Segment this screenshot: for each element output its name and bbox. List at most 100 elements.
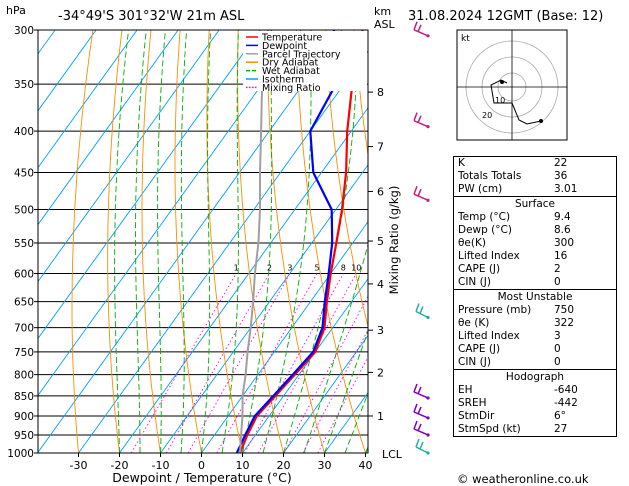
- row-label: SREH: [458, 397, 487, 409]
- credit: © weatheronline.co.uk: [457, 472, 589, 486]
- row-label: Dewp (°C): [458, 224, 512, 236]
- pressure-tick-label: 500: [14, 204, 34, 216]
- dry-adiabat: [324, 30, 368, 328]
- wind-barb: [413, 428, 429, 436]
- wind-barb-flag: [413, 420, 418, 430]
- wind-barb-flag: [419, 441, 424, 450]
- isotherm: [242, 277, 368, 453]
- row-value: 3: [554, 330, 561, 342]
- row-label: θe(K): [458, 237, 486, 249]
- indices-panel: K 22 Totals Totals 36 PW (cm) 3.01 Surface Te…: [453, 156, 617, 437]
- wet-adiabat: [344, 392, 368, 453]
- pressure-tick-label: 850: [14, 391, 34, 403]
- wind-barb: [415, 446, 429, 454]
- wind-barb-flag: [417, 423, 422, 432]
- row-label: PW (cm): [458, 183, 503, 195]
- pressure-tick-label: 400: [14, 126, 34, 138]
- row-value: 0: [554, 343, 561, 355]
- table-row: Lifted Index 3: [454, 330, 616, 343]
- table-row: SREH -442: [454, 397, 616, 410]
- unstable-section: Most Unstable Pressure (mb) 750 θe (K) 322 L…: [454, 289, 616, 369]
- pressure-tick-label: 650: [14, 297, 34, 309]
- series-dewpoint: [235, 30, 337, 453]
- isotherm: [38, 30, 343, 453]
- pressure-tick-label: 1000: [7, 448, 34, 460]
- row-value: 3.01: [554, 183, 578, 195]
- km-tick-label: 6: [377, 185, 384, 198]
- table-row: Temp (°C) 9.4: [454, 211, 616, 224]
- table-row: PW (cm) 3.01: [454, 183, 616, 196]
- wind-barb-dot: [426, 396, 430, 400]
- lcl-label: LCL: [382, 448, 403, 461]
- row-label: CAPE (J): [458, 343, 501, 355]
- isotherm: [283, 334, 368, 453]
- wind-barb-flag: [413, 185, 418, 195]
- row-value: 9.4: [554, 211, 571, 223]
- asl-label: ASL: [374, 18, 396, 31]
- wind-barb-flag: [417, 406, 422, 415]
- wind-barb-flag: [417, 24, 422, 33]
- table-row: θe(K) 300: [454, 237, 616, 250]
- row-label: Lifted Index: [458, 330, 520, 342]
- hodograph-table-title: Hodograph: [505, 371, 565, 383]
- row-label: Totals Totals: [458, 170, 522, 182]
- table-row: CAPE (J) 2: [454, 263, 616, 276]
- unstable-title: Most Unstable: [497, 291, 573, 303]
- row-label: StmDir: [458, 410, 495, 422]
- dry-adiabat: [174, 30, 202, 453]
- row-value: -442: [554, 397, 578, 409]
- mixing-ratio-line: [317, 356, 368, 453]
- isotherm: [119, 107, 368, 453]
- series-parcel-trajectory: [239, 30, 270, 453]
- wind-barb-flag: [419, 306, 424, 314]
- wind-barb: [413, 391, 429, 399]
- hpa-label: hPa: [6, 4, 26, 17]
- wind-barb-dot: [426, 315, 430, 320]
- hodograph-kt-label: kt: [461, 34, 470, 44]
- isotherm: [38, 30, 179, 226]
- row-label: CAPE (J): [458, 263, 501, 275]
- row-label: K: [458, 157, 465, 169]
- hodograph-ring-label: 20: [482, 111, 492, 120]
- table-row: CAPE (J) 0: [454, 343, 616, 356]
- table-row: StmDir 6°: [454, 410, 616, 423]
- km-tick-label: 7: [377, 141, 384, 154]
- wind-barb-dot: [426, 416, 430, 420]
- wind-barb-flag: [417, 188, 422, 197]
- wind-barb-dot: [426, 125, 430, 129]
- dry-adiabat: [354, 30, 368, 158]
- wind-barb-flag: [415, 438, 420, 448]
- wind-barb-dot: [426, 451, 430, 455]
- row-value: 2: [554, 263, 561, 275]
- km-tick-label: 1: [377, 410, 384, 423]
- wet-adiabat: [303, 242, 368, 453]
- km-tick-label: 3: [377, 324, 384, 337]
- x-tick-label: -30: [70, 459, 88, 472]
- wet-adiabat: [157, 30, 166, 453]
- wet-adiabat: [114, 30, 130, 453]
- mixing-ratio-line: [187, 273, 291, 453]
- row-value: 8.6: [554, 224, 571, 236]
- row-value: 300: [554, 237, 575, 249]
- table-row: Totals Totals 36: [454, 170, 616, 183]
- hodograph-ring-label: 10: [495, 96, 505, 105]
- table-row: StmSpd (kt) 27: [454, 423, 616, 436]
- mixing-ratio-label: 2: [267, 264, 272, 273]
- mixing-ratio-label: 3: [287, 264, 292, 273]
- isotherm: [38, 30, 138, 169]
- pressure-tick-label: 350: [14, 79, 34, 91]
- wind-barb-flag: [413, 21, 418, 31]
- x-tick-label: -20: [111, 459, 129, 472]
- datetime-title: 31.08.2024 12GMT (Base: 12): [408, 9, 603, 24]
- pressure-tick-label: 700: [14, 323, 34, 335]
- row-label: CIN (J): [458, 276, 491, 288]
- dry-adiabat: [206, 30, 243, 453]
- legend-label: Wet Adiabat: [262, 66, 320, 77]
- wet-adiabat: [135, 30, 147, 453]
- dry-adiabat: [141, 30, 161, 453]
- legend-label: Dewpoint: [262, 41, 307, 52]
- wind-barb-flag: [413, 112, 418, 121]
- legend-label: Dry Adiabat: [262, 58, 319, 69]
- wind-barb-flag: [417, 386, 422, 395]
